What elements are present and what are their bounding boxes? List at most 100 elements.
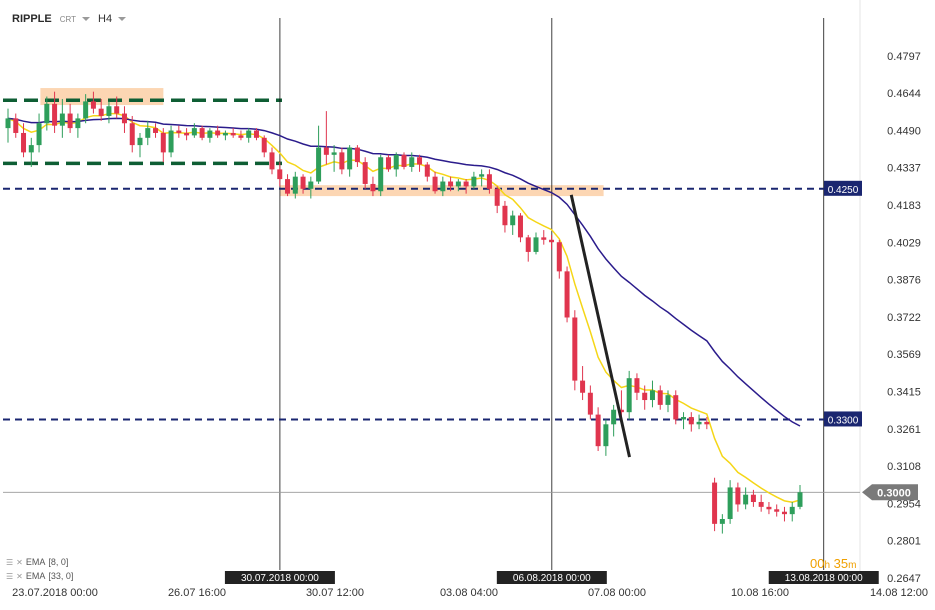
candle-body [704, 421, 710, 425]
candle-body [21, 132, 27, 153]
candle-body [339, 152, 345, 170]
candle-body [642, 392, 648, 401]
candle-body [626, 378, 632, 413]
price-level-tag [824, 411, 862, 427]
y-tick-label: 0.4337 [887, 163, 921, 175]
separator-date-tag [496, 571, 607, 584]
y-tick-label: 0.4029 [887, 237, 921, 249]
candle-body [463, 181, 469, 187]
current-price-tag [862, 484, 918, 501]
candle-body [36, 123, 42, 146]
current-price-label: 0.3000 [877, 487, 911, 499]
candle-body [292, 176, 298, 194]
candle-body [696, 421, 702, 425]
x-tick-label: 14.08 12:00 [870, 587, 928, 599]
y-tick-label: 0.2954 [887, 498, 921, 510]
y-tick-label: 0.4644 [887, 88, 921, 100]
candle-body [316, 147, 322, 182]
candle-body [533, 237, 539, 252]
candle-body [766, 506, 772, 510]
candle-body [323, 147, 329, 155]
candle-body [448, 181, 454, 187]
candle-body [308, 181, 314, 189]
candle-body [712, 482, 718, 524]
candle-body [673, 395, 679, 420]
candle-body [331, 152, 337, 155]
x-tick-label: 30.07 12:00 [306, 587, 364, 599]
y-tick-label: 0.4183 [887, 200, 921, 212]
candle-body [362, 162, 368, 184]
symbol-dropdown-icon[interactable] [82, 17, 91, 21]
candle-body [727, 487, 733, 520]
candle-body [253, 130, 259, 138]
candle-body [750, 494, 756, 503]
candle-body [541, 237, 547, 240]
candle-body [688, 417, 694, 425]
separator-date-label: 13.08.2018 00:00 [785, 573, 863, 584]
instrument-type: CRT [59, 14, 77, 24]
candle-body [230, 132, 236, 136]
candle-body [525, 237, 531, 252]
candle-body [797, 492, 803, 507]
indicator-settings-icon[interactable]: ☰ [6, 557, 14, 567]
indicator-remove-icon[interactable]: ✕ [16, 557, 23, 567]
indicator-legend-ema-fast[interactable]: ☰ ✕ EMA [8, 0] [6, 557, 68, 567]
chart-toolbar: RIPPLE CRT H4 [12, 10, 127, 28]
candle-body [44, 103, 50, 124]
symbol-label[interactable]: RIPPLE [12, 13, 52, 25]
y-tick-label: 0.4490 [887, 126, 921, 138]
candle-body [207, 130, 213, 138]
candle-body [67, 113, 73, 129]
candle-body [735, 487, 741, 505]
candle-body [354, 147, 360, 163]
candle-body [401, 154, 407, 167]
candle-body [83, 101, 89, 119]
candle-body [743, 494, 749, 505]
x-tick-label: 23.07.2018 00:00 [12, 587, 98, 599]
candle-body [59, 113, 65, 126]
indicator-legend-ema-slow[interactable]: ☰ ✕ EMA [33, 0] [6, 571, 73, 581]
x-tick-label: 07.08 00:00 [588, 587, 646, 599]
candle-body [176, 130, 182, 133]
candle-body [153, 128, 159, 133]
candle-body [285, 179, 291, 194]
candle-body [168, 130, 174, 153]
candle-body [618, 409, 624, 413]
candle-body [587, 392, 593, 415]
candle-body [191, 128, 197, 136]
candle-body [90, 101, 96, 109]
candle-body [222, 132, 228, 136]
price-level-tag [824, 180, 862, 196]
candle-body [137, 137, 143, 146]
candle-body [300, 176, 306, 189]
candle-body [549, 239, 555, 243]
indicator-settings-icon[interactable]: ☰ [6, 571, 14, 581]
x-tick-label: 26.07 16:00 [168, 587, 226, 599]
candle-body [479, 174, 485, 177]
candle-body [378, 157, 384, 192]
candle-body [114, 106, 120, 114]
candle-body [611, 409, 617, 425]
y-tick-label: 0.4797 [887, 51, 921, 63]
candle-body [510, 215, 516, 226]
candle-body [486, 174, 492, 189]
candle-body [774, 509, 780, 512]
candle-body [471, 176, 477, 187]
y-tick-label: 0.3722 [887, 312, 921, 324]
candle-body [781, 511, 787, 515]
indicator-name: EMA [25, 557, 46, 567]
candle-body [432, 176, 438, 192]
candle-body [517, 215, 523, 238]
x-tick-label: 10.08 16:00 [731, 587, 789, 599]
x-tick-label: 03.08 04:00 [440, 587, 498, 599]
candle-body [417, 157, 423, 165]
candle-body [572, 317, 578, 381]
candle-body [28, 145, 34, 153]
candle-countdown: 00h 35m [810, 556, 857, 571]
candle-body [595, 414, 601, 447]
indicator-remove-icon[interactable]: ✕ [16, 571, 23, 581]
candle-body [385, 157, 391, 170]
timeframe-dropdown-icon[interactable] [118, 17, 127, 21]
timeframe-selector[interactable]: H4 [98, 13, 113, 25]
